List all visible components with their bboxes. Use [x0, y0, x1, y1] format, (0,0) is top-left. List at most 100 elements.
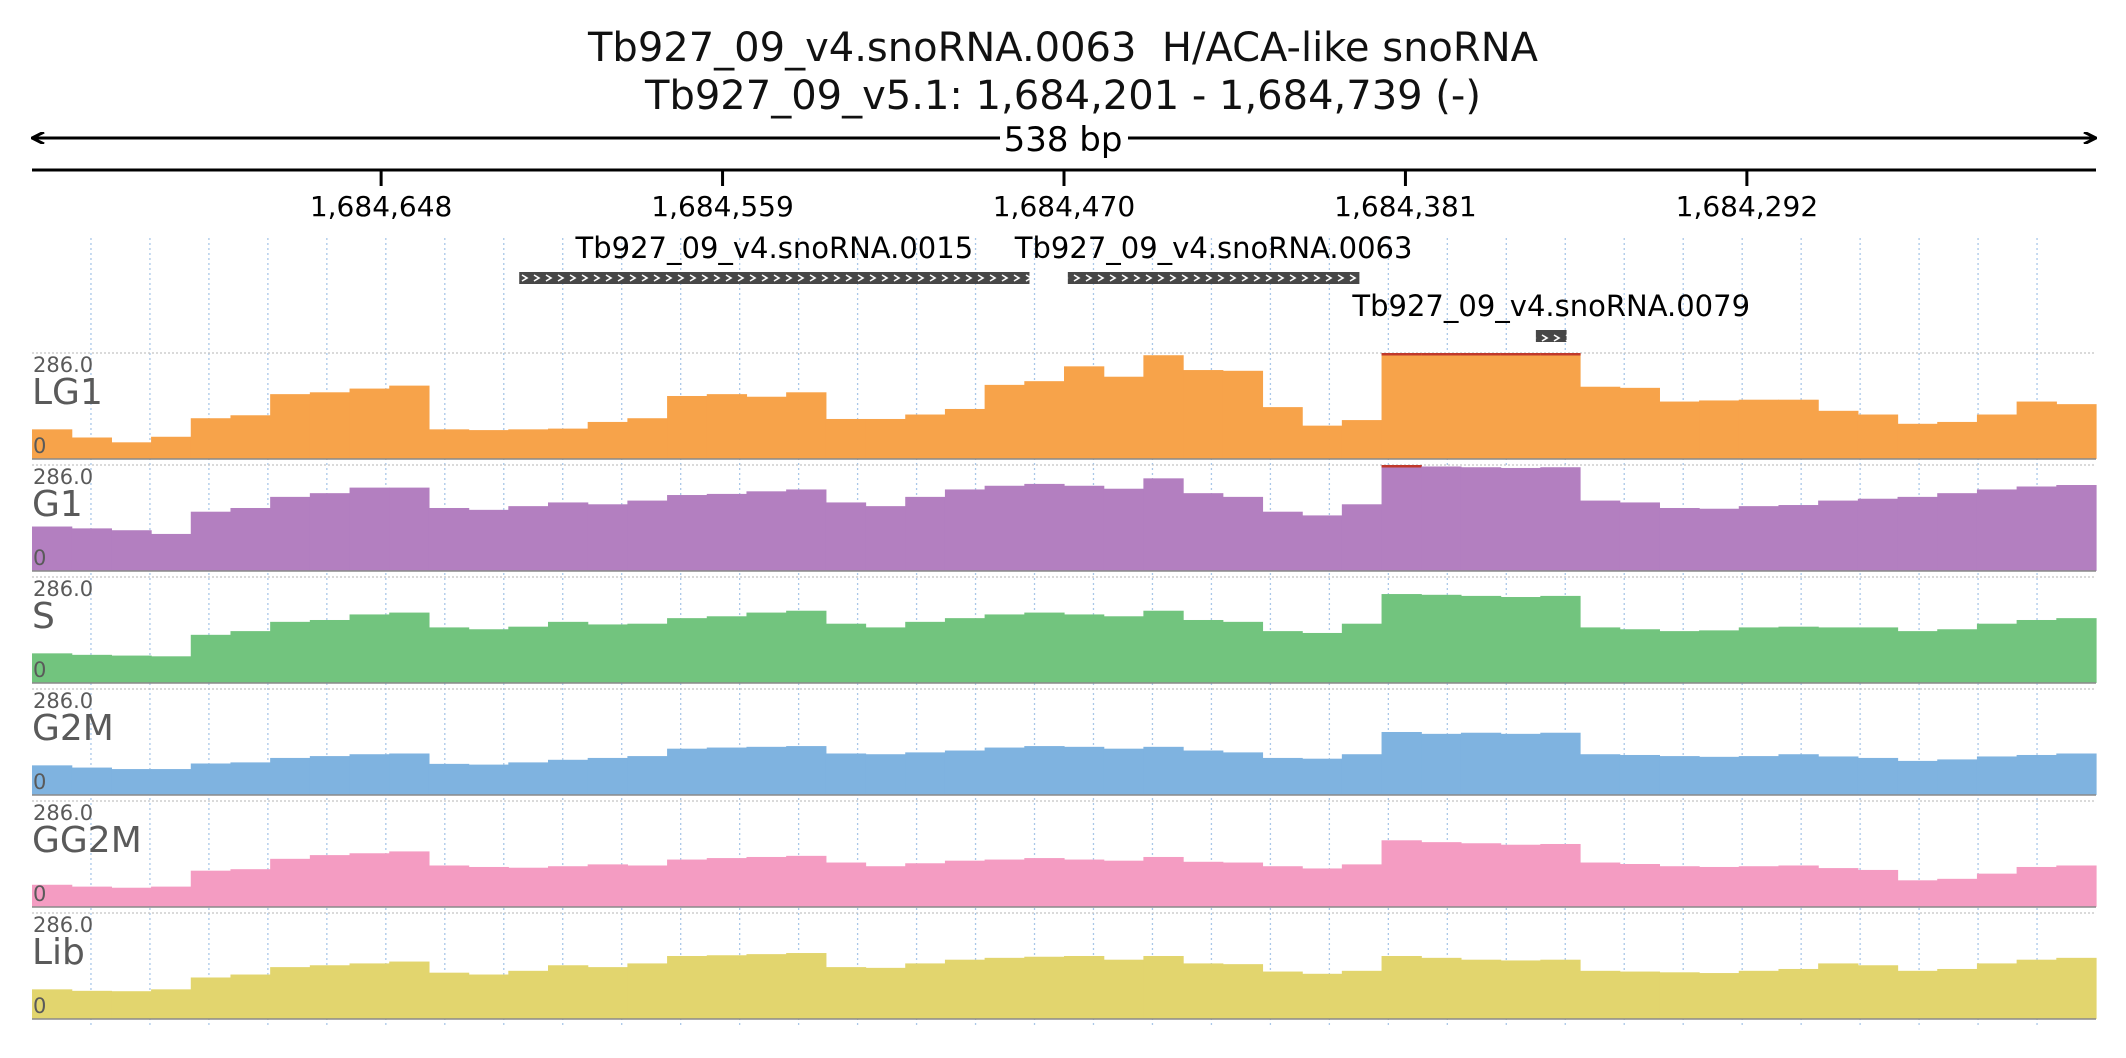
coverage-bar — [627, 500, 668, 571]
coverage-bar — [32, 989, 73, 1019]
coverage-bar — [786, 392, 827, 459]
clip-indicator — [1421, 353, 1462, 356]
coverage-bar — [1818, 756, 1859, 795]
coverage-bar — [1302, 868, 1343, 907]
coverage-bar — [667, 495, 708, 571]
coverage-bar — [270, 394, 311, 459]
coverage-bar — [1818, 410, 1859, 459]
coverage-bar — [825, 967, 867, 1019]
coverage-bar — [1262, 866, 1303, 907]
coverage-bar — [1064, 485, 1105, 571]
coverage-bar — [587, 967, 628, 1019]
axis-tick-label: 1,684,470 — [993, 190, 1136, 223]
coverage-bar — [548, 759, 589, 795]
coverage-bar — [1024, 956, 1065, 1019]
coverage-bar — [508, 626, 549, 683]
coverage-bar — [1183, 493, 1224, 571]
coverage-bar — [1540, 467, 1581, 571]
coverage-bar — [190, 870, 232, 907]
track-name-label: LG1 — [32, 372, 103, 413]
track-name-label: G1 — [32, 484, 83, 525]
coverage-bar — [548, 965, 589, 1019]
coverage-bar — [1103, 488, 1144, 571]
coverage-bar — [746, 612, 787, 683]
span-length-label: 538 bp — [1004, 120, 1123, 160]
coverage-bar — [1381, 731, 1422, 795]
coverage-bar — [1302, 425, 1343, 459]
coverage-bar — [865, 418, 906, 459]
coverage-bar — [1222, 964, 1264, 1019]
coverage-bar — [349, 487, 390, 571]
coverage-bar — [270, 858, 311, 907]
coverage-bar — [667, 618, 708, 683]
coverage-bar — [230, 631, 271, 683]
coverage-bar — [468, 866, 509, 907]
coverage-bar — [151, 656, 192, 683]
coverage-bar — [905, 863, 946, 907]
coverage-bar — [587, 504, 628, 571]
track-max-label: 286.0 — [33, 801, 93, 825]
coverage-bar — [1540, 959, 1581, 1019]
coverage-tracks: 286.0LG10286.0G10286.0S0286.0G2M0286.0GG… — [32, 352, 2097, 1020]
track-name-label: GG2M — [32, 820, 142, 861]
coverage-bar — [111, 530, 152, 571]
coverage-bar — [1976, 873, 2018, 907]
coverage-bar — [1738, 756, 1780, 795]
coverage-bar — [1699, 630, 1740, 683]
coverage-bar — [151, 533, 192, 571]
coverage-bar — [627, 756, 668, 795]
coverage-bar — [706, 616, 748, 683]
coverage-bar — [1024, 858, 1065, 907]
coverage-bar — [389, 612, 430, 683]
axis-tick-label: 1,684,381 — [1334, 190, 1477, 223]
coverage-bar — [944, 959, 986, 1019]
coverage-bar — [548, 621, 589, 683]
coverage-bar — [309, 619, 351, 683]
coverage-bar — [587, 757, 628, 795]
coverage-bar — [309, 493, 351, 571]
coverage-bar — [1857, 498, 1899, 571]
coverage-bar — [428, 763, 470, 795]
coverage-bar — [111, 655, 152, 683]
coverage-bar — [230, 869, 271, 907]
coverage-bar — [1262, 757, 1303, 795]
coverage-bar — [2056, 485, 2097, 571]
coverage-bar — [1738, 866, 1780, 907]
coverage-bar — [1540, 732, 1581, 795]
coverage-bar — [468, 430, 509, 459]
track-max-label: 286.0 — [33, 465, 93, 489]
coverage-bar — [428, 972, 470, 1019]
coverage-bar — [1937, 421, 1978, 459]
coverage-bar — [1976, 963, 2018, 1019]
coverage-bar — [428, 429, 470, 459]
track-max-label: 286.0 — [33, 353, 93, 377]
clip-indicator — [1460, 353, 1502, 356]
coverage-bar — [1302, 632, 1343, 683]
coverage-bar — [32, 526, 73, 571]
coverage-bar — [1024, 746, 1065, 795]
coverage-bar — [1381, 955, 1422, 1019]
coverage-bar — [230, 415, 271, 459]
coverage-bar — [587, 864, 628, 907]
coverage-bar — [1897, 970, 1938, 1019]
coverage-bar — [1580, 500, 1621, 571]
coverage-bar — [706, 955, 748, 1019]
coverage-bar — [349, 754, 390, 795]
coverage-bar — [111, 887, 152, 907]
coverage-bar — [1222, 496, 1264, 571]
coverage-bar — [1897, 423, 1938, 459]
coverage-bar — [786, 746, 827, 795]
coverage-bar — [1183, 619, 1224, 683]
feature-strand-chevrons — [1535, 330, 1567, 342]
coverage-bar — [1143, 355, 1184, 459]
coverage-bar — [389, 851, 430, 907]
coverage-bar — [190, 511, 232, 571]
coverage-bar — [1460, 843, 1502, 907]
coverage-bar — [349, 853, 390, 907]
coverage-bar — [1103, 616, 1144, 683]
coverage-bar — [428, 627, 470, 683]
coverage-bar — [1619, 629, 1660, 683]
coverage-bar — [1381, 353, 1422, 459]
